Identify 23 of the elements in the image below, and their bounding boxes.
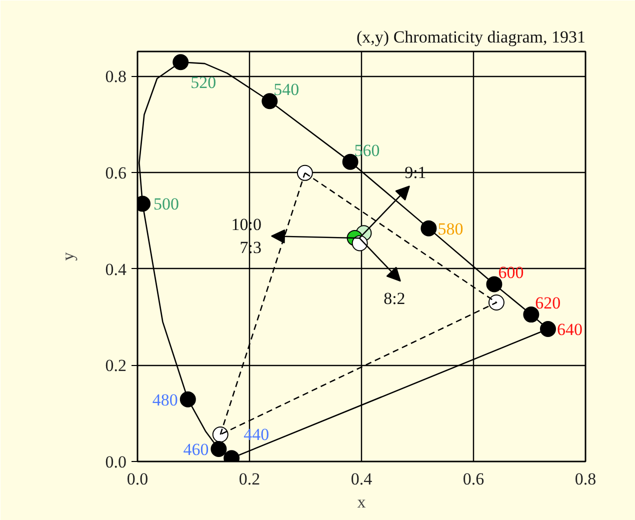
x-tick-label: 0.2 xyxy=(238,470,260,488)
annotation: 520 xyxy=(190,73,216,92)
y-tick-label: 0.0 xyxy=(105,452,126,472)
chart-title: (x,y) Chromaticity diagram, 1931 xyxy=(356,28,586,46)
annotation: 460 xyxy=(183,440,209,459)
x-tick-label: 0.6 xyxy=(462,470,484,488)
annotation: 480 xyxy=(152,390,178,410)
annotation: 540 xyxy=(274,80,300,100)
x-tick-label: 0.4 xyxy=(350,470,373,488)
annotation: 580 xyxy=(438,219,464,238)
annotation: 620 xyxy=(535,294,561,313)
annotation: 640 xyxy=(556,320,582,340)
annotation: 600 xyxy=(498,263,524,282)
y-tick-label: 0.8 xyxy=(105,67,126,86)
x-axis-title: x xyxy=(357,492,366,512)
y-axis-title: y xyxy=(58,252,78,261)
y-tick-label: 0.4 xyxy=(105,260,127,279)
x-tick-label: 0.8 xyxy=(574,470,596,488)
y-tick-label: 0.2 xyxy=(105,356,126,376)
x-tick-label: 0.0 xyxy=(126,470,148,488)
y-tick-label: 0.6 xyxy=(105,163,126,182)
annotation: 8:2 xyxy=(384,289,406,308)
annotation: 500 xyxy=(154,194,180,214)
